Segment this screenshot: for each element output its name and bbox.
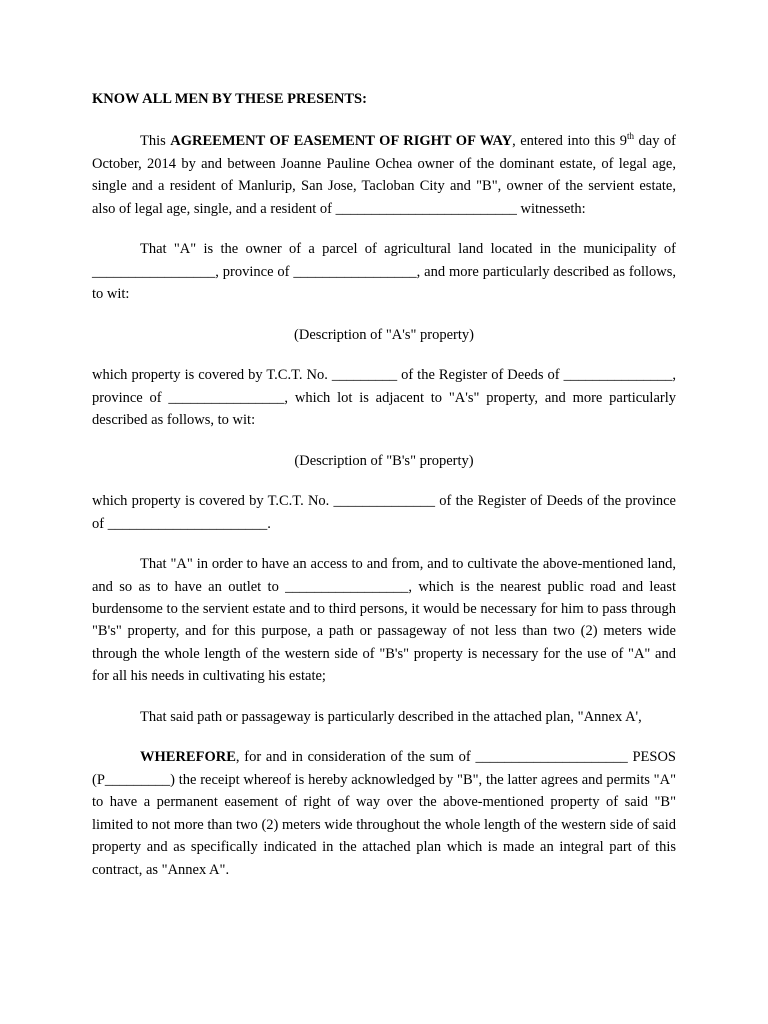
agreement-title: AGREEMENT OF EASEMENT OF RIGHT OF WAY: [170, 133, 512, 149]
paragraph-access: That "A" in order to have an access to a…: [92, 553, 676, 688]
intro-pre: This: [140, 133, 170, 149]
description-a-placeholder: (Description of "A's" property): [92, 324, 676, 346]
wherefore-rest: , for and in consideration of the sum of…: [92, 749, 676, 877]
wherefore-label: WHEREFORE: [140, 749, 236, 765]
document-heading: KNOW ALL MEN BY THESE PRESENTS:: [92, 88, 676, 110]
paragraph-intro: This AGREEMENT OF EASEMENT OF RIGHT OF W…: [92, 130, 676, 220]
paragraph-tct-a: which property is covered by T.C.T. No. …: [92, 364, 676, 431]
paragraph-wherefore: WHEREFORE, for and in consideration of t…: [92, 746, 676, 881]
paragraph-annex: That said path or passageway is particul…: [92, 706, 676, 728]
paragraph-owner-a: That "A" is the owner of a parcel of agr…: [92, 238, 676, 305]
intro-post1: , entered into this 9: [512, 133, 627, 149]
ordinal-suffix: th: [627, 132, 634, 142]
paragraph-tct-b: which property is covered by T.C.T. No. …: [92, 490, 676, 535]
description-b-placeholder: (Description of "B's" property): [92, 450, 676, 472]
document-page: KNOW ALL MEN BY THESE PRESENTS: This AGR…: [0, 0, 768, 959]
